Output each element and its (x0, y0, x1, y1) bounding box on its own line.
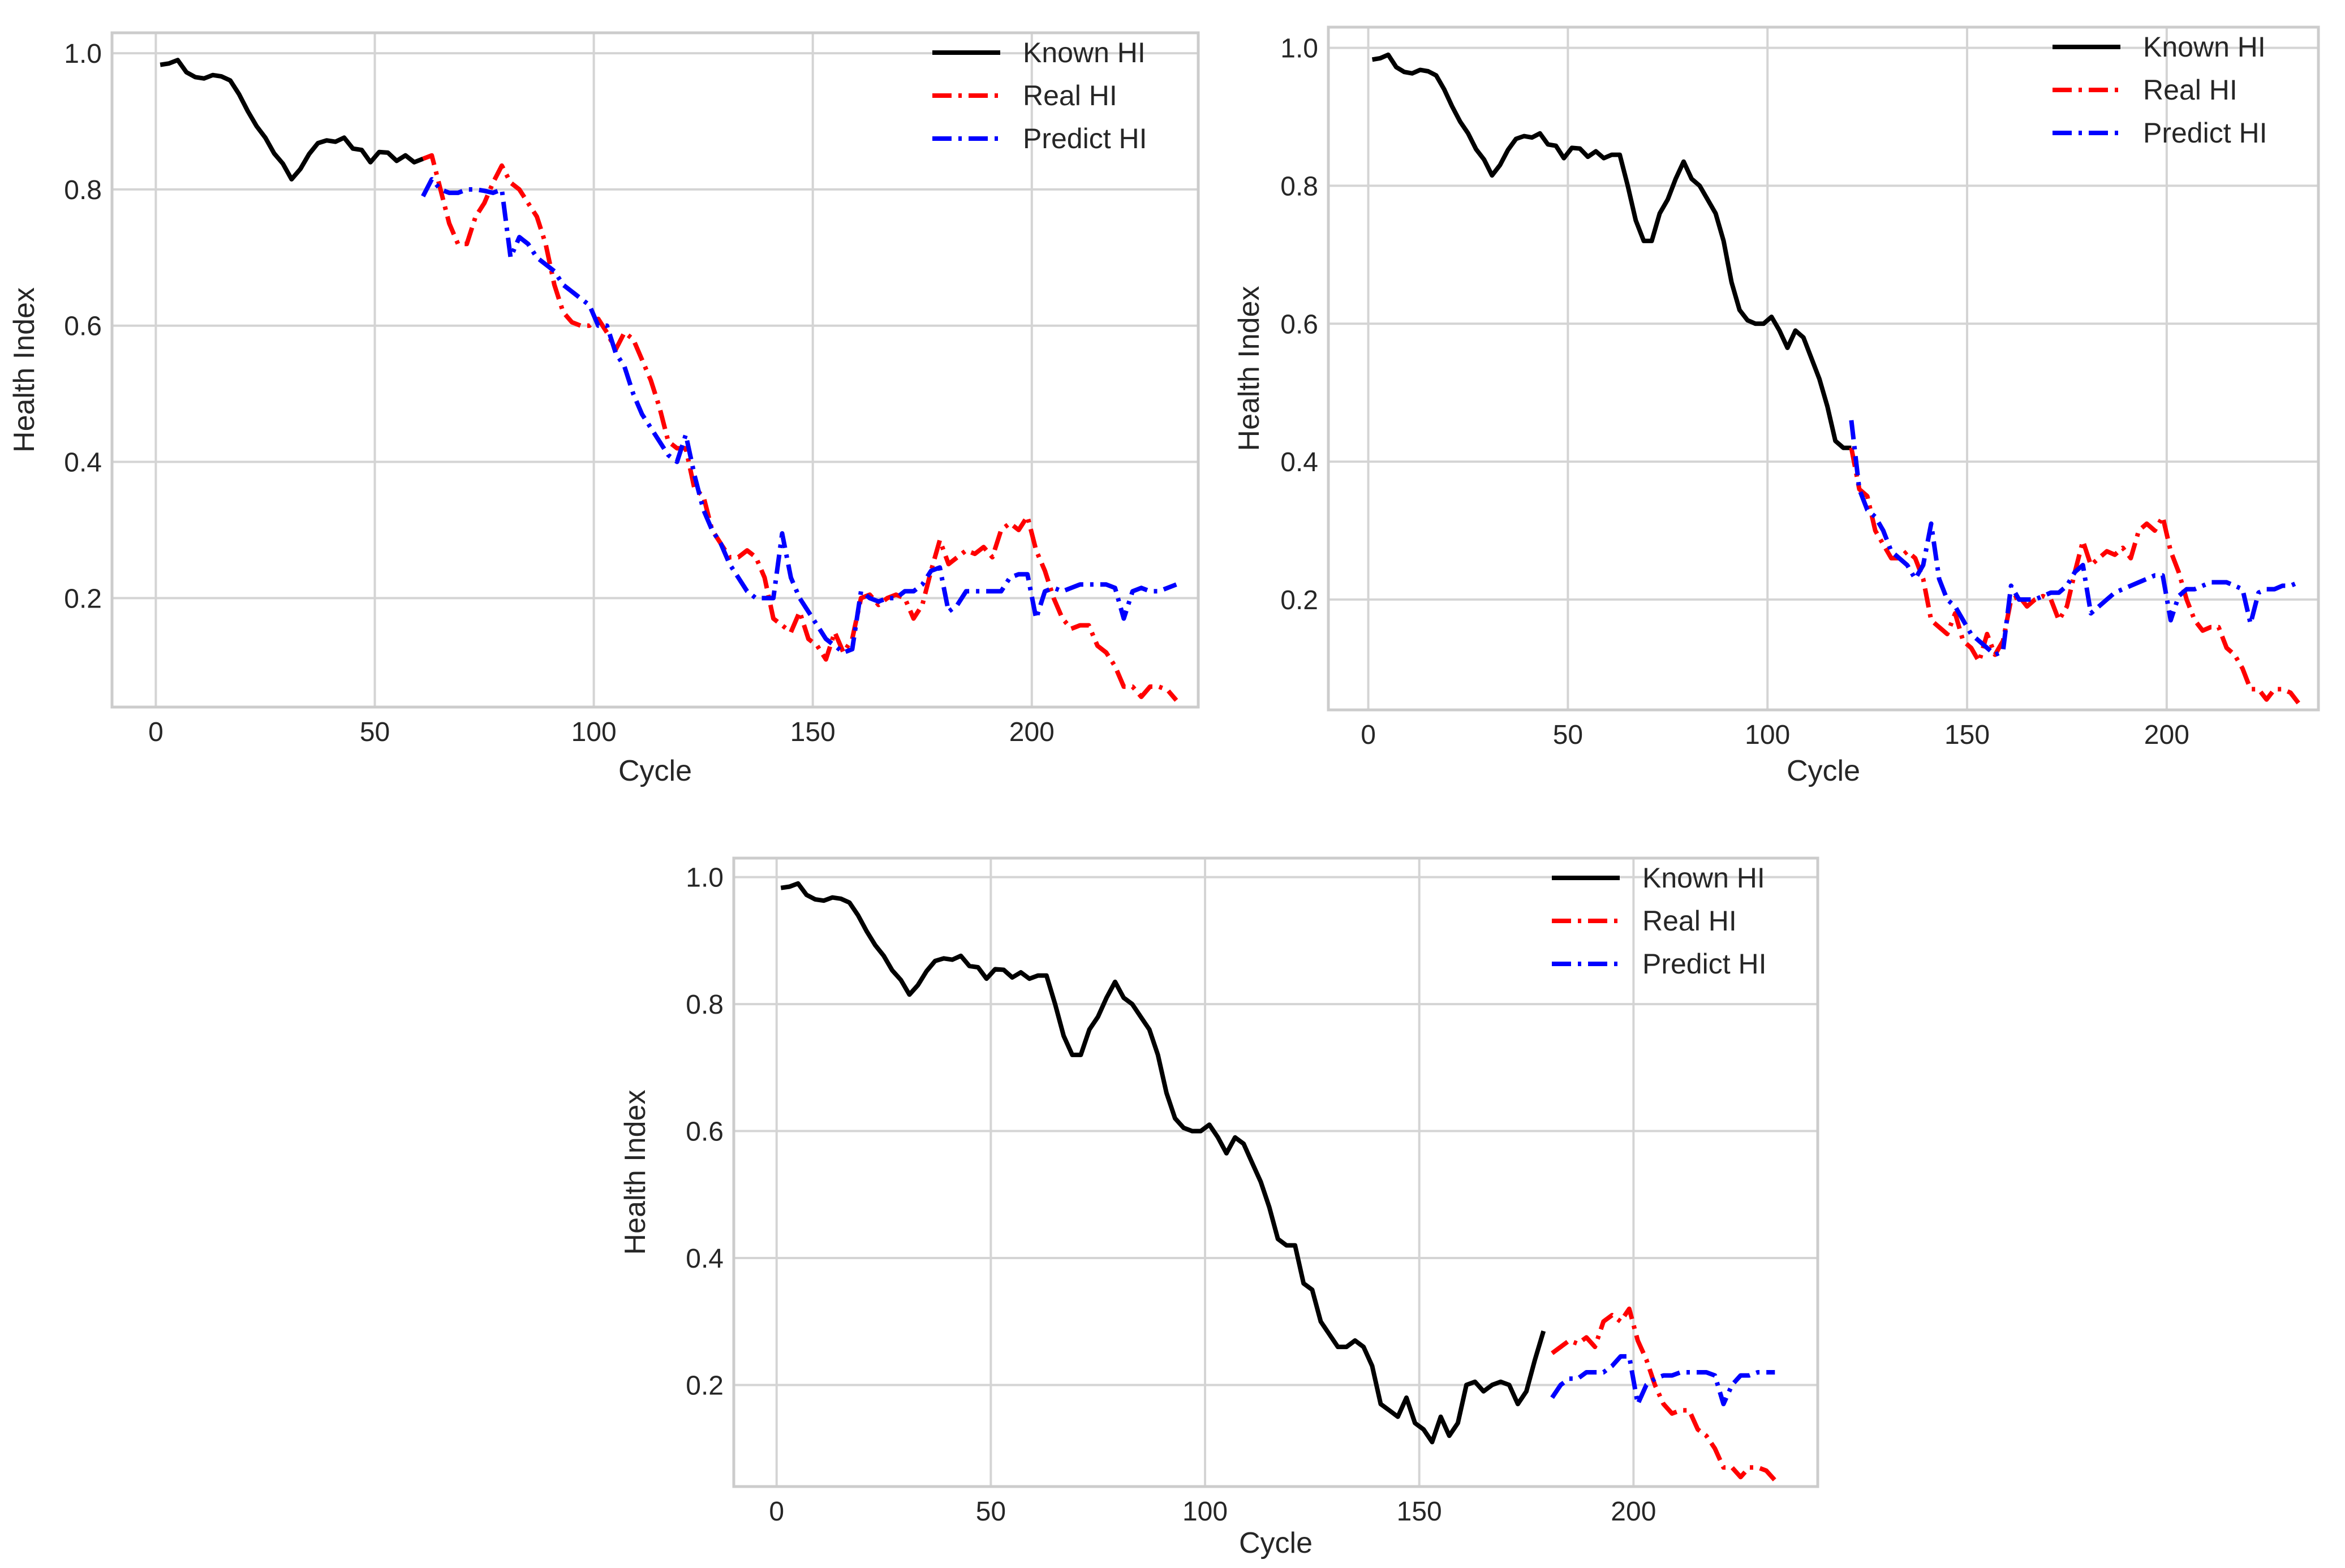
x-axis-label: Cycle (1787, 755, 1860, 787)
y-tick-label: 1.0 (686, 863, 724, 893)
y-tick-label: 0.4 (64, 448, 102, 478)
legend-label-predict: Predict HI (2143, 117, 2267, 149)
y-tick-label: 0.8 (686, 990, 724, 1020)
x-tick-label: 200 (1611, 1497, 1656, 1527)
legend-label-real: Real HI (2143, 74, 2238, 106)
y-tick-label: 1.0 (1280, 34, 1318, 64)
series-line-known (160, 58, 424, 182)
plot-frame (110, 31, 1200, 709)
x-tick-label: 200 (2144, 720, 2189, 750)
y-tick-label: 0.2 (686, 1371, 724, 1401)
x-axis-label: Cycle (1239, 1527, 1313, 1560)
y-tick-label: 0.4 (686, 1244, 724, 1274)
y-axis-label: Health Index (8, 287, 41, 453)
y-tick-label: 0.4 (1280, 447, 1318, 477)
legend-label-predict: Predict HI (1023, 123, 1147, 154)
x-tick-label: 150 (1944, 720, 1990, 750)
x-tick-label: 100 (1745, 720, 1790, 750)
x-tick-label: 150 (790, 717, 836, 747)
chart-panel-bottom: 0 50 100 150 200 0.2 0.4 0.6 0.8 1.0 Cycle Health I… (619, 856, 1819, 1560)
chart-panel-top-left: 0 50 100 150 200 0.2 0.4 0.6 0.8 1.0 Cycle Health I… (8, 31, 1200, 787)
plot-frame (1327, 25, 2320, 712)
y-tick-label: 0.6 (686, 1117, 724, 1147)
series-line-real (1551, 1306, 1777, 1482)
x-tick-label: 0 (1361, 720, 1376, 750)
chart-panel-top-right: 0 50 100 150 200 0.2 0.4 0.6 0.8 1.0 Cycle Health I… (1233, 25, 2320, 787)
y-tick-label: 1.0 (64, 39, 102, 69)
series-line-known (1371, 52, 1852, 450)
x-tick-label: 200 (1009, 717, 1055, 747)
y-tick-label: 0.6 (1280, 309, 1318, 339)
x-tick-label: 0 (769, 1497, 784, 1527)
legend-label-known: Known HI (1023, 37, 1146, 68)
legend-label-real: Real HI (1642, 905, 1737, 937)
x-tick-label: 0 (148, 717, 163, 747)
plot-area (112, 33, 1198, 707)
x-tick-label: 50 (1553, 720, 1583, 750)
y-tick-label: 0.2 (1280, 585, 1318, 615)
legend-label-predict: Predict HI (1642, 948, 1767, 980)
y-axis-label: Health Index (1233, 286, 1266, 451)
y-tick-label: 0.8 (1280, 171, 1318, 201)
series-line-real (422, 153, 1178, 702)
plot-frame (732, 856, 1819, 1488)
x-axis-label: Cycle (618, 755, 692, 787)
plot-area (734, 858, 1818, 1487)
series-line-predict (421, 176, 1177, 655)
plot-area (1328, 27, 2318, 710)
y-tick-label: 0.6 (64, 312, 102, 342)
x-tick-label: 100 (571, 717, 617, 747)
series-line-known (780, 881, 1546, 1445)
y-axis-label: Health Index (619, 1090, 652, 1255)
series-line-predict (1849, 420, 2300, 657)
x-tick-label: 50 (360, 717, 390, 747)
legend-label-known: Known HI (2143, 31, 2266, 63)
series-line-predict (1550, 1354, 1775, 1407)
x-tick-label: 50 (976, 1497, 1006, 1527)
y-tick-label: 0.2 (64, 584, 102, 614)
legend-label-known: Known HI (1642, 862, 1765, 894)
x-tick-label: 100 (1182, 1497, 1228, 1527)
y-tick-label: 0.8 (64, 175, 102, 205)
x-tick-label: 150 (1397, 1497, 1442, 1527)
legend-label-real: Real HI (1023, 80, 1117, 111)
